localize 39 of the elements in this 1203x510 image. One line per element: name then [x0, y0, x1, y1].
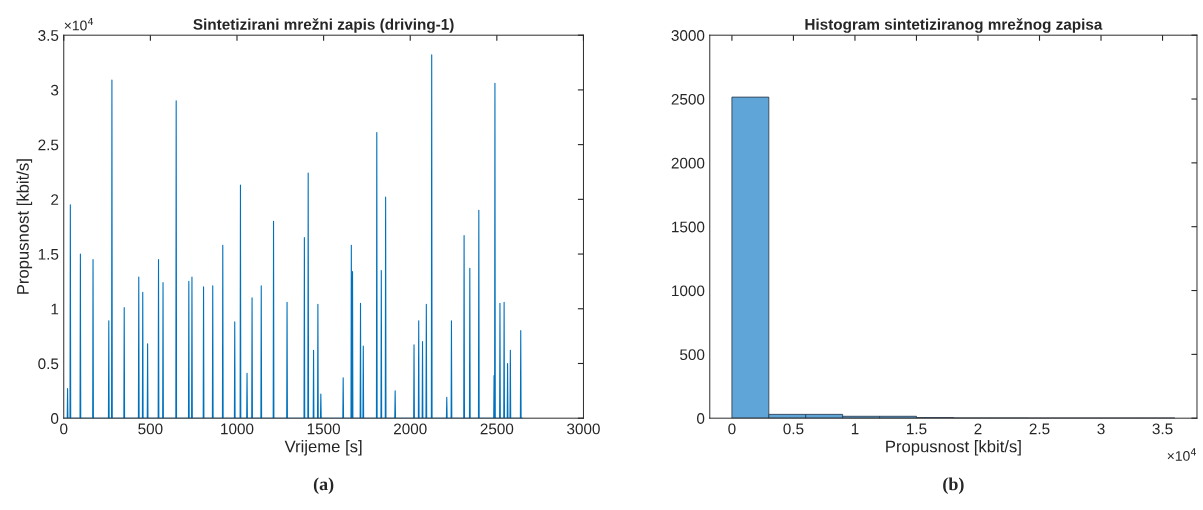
y-tick-label: 3.5 — [38, 30, 59, 41]
x-tick-label: 3000 — [567, 423, 600, 435]
y-tick-label: 2 — [51, 194, 59, 205]
y-tick-label: 0 — [697, 413, 705, 424]
y-tick-label: 3000 — [671, 30, 705, 41]
chart-title: Histogram sintetiziranog mrežnog zapisa — [805, 18, 1103, 33]
text: ×10$^{4}$ — [64, 17, 94, 31]
x-tick-label: 1500 — [307, 423, 340, 435]
text: (b) — [943, 477, 964, 494]
y-tick-label: 1000 — [672, 285, 705, 297]
x-tick-label: 3.5 — [1152, 423, 1173, 435]
x-tick-label: 2000 — [394, 423, 427, 435]
y-tick-label: 1.5 — [38, 249, 59, 260]
y-tick-label: 2000 — [671, 157, 705, 169]
x-tick-label: 500 — [138, 423, 163, 435]
y-tick-label: 3 — [50, 84, 59, 96]
y-tick-label: 2.5 — [38, 139, 59, 151]
x-axis-title: Vrijeme [s] — [284, 440, 362, 456]
x-tick-label: 0 — [728, 423, 736, 435]
text: ×10$^{4}$ — [1167, 448, 1197, 461]
y-tick-label: 0.5 — [38, 358, 59, 370]
y-axis-title: Propusnost [kbit/s] — [16, 159, 33, 294]
y-tick-label: 1500 — [672, 221, 705, 233]
x-tick-label: 2.5 — [1029, 423, 1050, 435]
y-tick-label: 2500 — [671, 93, 705, 105]
x-tick-label: 1.5 — [907, 423, 927, 435]
y-tick-label: 0 — [51, 413, 59, 424]
y-tick-label: 500 — [680, 349, 705, 361]
text: (a) — [313, 477, 334, 494]
x-tick-label: 0 — [60, 423, 68, 435]
chart-title: Sintetizirani mrežni zapis (driving-1) — [193, 18, 454, 33]
x-tick-label: 1000 — [221, 423, 254, 435]
x-tick-label: 2 — [974, 423, 982, 435]
x-tick-label: 1 — [851, 423, 859, 435]
x-tick-label: 2500 — [480, 423, 514, 435]
x-tick-label: 0.5 — [783, 423, 804, 435]
x-tick-label: 3 — [1097, 423, 1105, 435]
y-tick-label: 1 — [51, 303, 59, 315]
x-axis-title: Propusnost [kbit/s] — [886, 440, 1021, 456]
